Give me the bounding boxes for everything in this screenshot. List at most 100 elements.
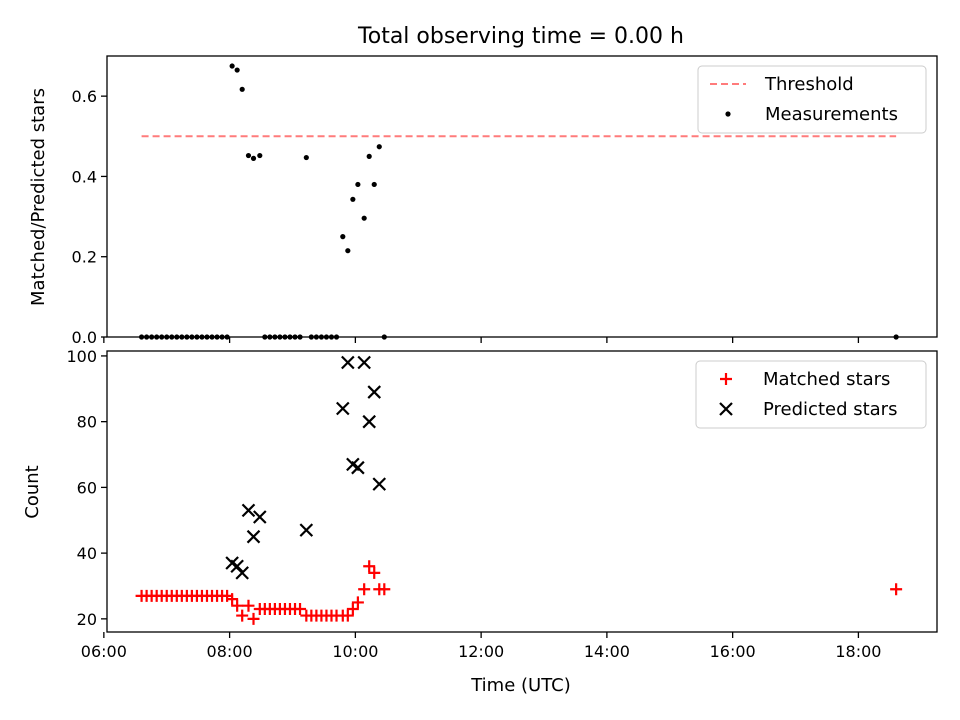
data-point xyxy=(189,334,195,340)
data-point xyxy=(174,334,180,340)
y-tick-label: 0.6 xyxy=(72,87,97,106)
data-point xyxy=(299,523,314,537)
series-measurements xyxy=(138,63,899,340)
x-axis-label: Time (UTC) xyxy=(470,675,571,696)
data-point xyxy=(169,334,175,340)
top-axes: 0.0 0.2 0.4 0.6 Threshold Measurements xyxy=(72,55,938,347)
data-point xyxy=(308,334,314,340)
data-point xyxy=(297,334,303,340)
data-point xyxy=(333,334,340,340)
data-point xyxy=(149,334,155,340)
y-tick-label: 60 xyxy=(77,478,97,497)
legend: Matched stars Predicted stars xyxy=(695,360,927,429)
bottom-axes: 20 40 60 80 100 06:00 08:00 10:00 12:00 14:00 16:0… xyxy=(66,347,938,661)
data-point xyxy=(159,334,165,340)
y-tick-label: 0.0 xyxy=(72,328,97,347)
data-point xyxy=(179,334,185,340)
top-y-axis-label: Matched/Predicted stars xyxy=(28,88,49,306)
data-point xyxy=(341,609,354,622)
data-point xyxy=(328,334,335,340)
data-point xyxy=(226,593,239,606)
data-point xyxy=(277,334,283,340)
legend-label: Matched stars xyxy=(763,369,890,390)
data-point xyxy=(378,583,391,596)
data-point xyxy=(241,503,256,518)
x-tick-label: 08:00 xyxy=(207,642,253,661)
data-point xyxy=(366,153,372,159)
data-point xyxy=(355,181,361,188)
data-point xyxy=(361,215,367,221)
data-point xyxy=(184,334,190,340)
series-predicted-stars xyxy=(225,355,387,580)
data-point xyxy=(323,334,330,340)
data-point xyxy=(282,334,288,340)
x-tick-label: 06:00 xyxy=(81,642,127,661)
data-point xyxy=(236,609,249,622)
data-point xyxy=(253,510,267,524)
data-point xyxy=(234,67,240,73)
data-point xyxy=(351,460,365,475)
data-point xyxy=(376,144,382,150)
y-tick-label: 20 xyxy=(77,610,97,629)
data-point xyxy=(358,583,371,596)
data-point xyxy=(318,334,325,340)
data-point xyxy=(372,477,387,491)
data-point xyxy=(246,529,261,544)
legend-label: Predicted stars xyxy=(763,399,897,420)
plot-frame xyxy=(106,350,938,633)
legend-marker xyxy=(719,402,733,416)
data-point xyxy=(893,334,899,340)
x-tick-label: 12:00 xyxy=(458,642,504,661)
data-point xyxy=(313,334,319,340)
data-point xyxy=(164,334,170,340)
data-point xyxy=(199,334,205,340)
data-point xyxy=(257,152,263,159)
legend: Threshold Measurements xyxy=(697,65,927,134)
data-point xyxy=(267,334,273,340)
data-point xyxy=(336,401,350,416)
chart-title: Total observing time = 0.00 h xyxy=(357,24,684,49)
data-point xyxy=(287,334,293,340)
y-tick-label: 100 xyxy=(66,347,97,366)
data-point xyxy=(231,599,244,612)
y-tick-label: 0.4 xyxy=(72,167,97,186)
data-point xyxy=(341,355,355,370)
data-point xyxy=(209,334,215,340)
data-point xyxy=(381,334,387,340)
legend-box xyxy=(695,360,927,429)
data-point xyxy=(229,63,235,69)
data-point xyxy=(144,334,150,340)
data-point xyxy=(262,334,268,340)
y-tick-label: 80 xyxy=(77,413,97,432)
data-point xyxy=(367,385,382,399)
data-point xyxy=(204,334,210,340)
data-point xyxy=(242,599,255,612)
y-tick-label: 40 xyxy=(77,544,97,563)
data-point xyxy=(245,152,252,159)
legend-marker xyxy=(720,373,732,385)
plot-frame xyxy=(106,55,938,338)
data-point xyxy=(235,566,249,580)
data-point xyxy=(350,196,356,202)
legend-label: Threshold xyxy=(764,74,854,95)
data-point xyxy=(239,86,245,92)
data-point xyxy=(371,181,377,188)
data-point xyxy=(362,414,376,429)
x-tick-label: 10:00 xyxy=(332,642,378,661)
data-point xyxy=(272,334,278,340)
data-point xyxy=(138,334,145,340)
bottom-y-axis-label: Count xyxy=(22,465,43,518)
legend-label: Measurements xyxy=(765,104,898,125)
data-point xyxy=(351,596,364,609)
data-point xyxy=(303,154,309,161)
x-tick-label: 14:00 xyxy=(584,642,630,661)
data-point xyxy=(357,355,371,370)
data-point xyxy=(368,566,381,579)
legend-box xyxy=(697,65,927,134)
data-point xyxy=(219,334,225,340)
data-point xyxy=(247,612,260,625)
y-tick-label: 0.2 xyxy=(72,248,97,267)
series-matched-stars xyxy=(135,560,903,625)
data-point xyxy=(292,334,298,340)
